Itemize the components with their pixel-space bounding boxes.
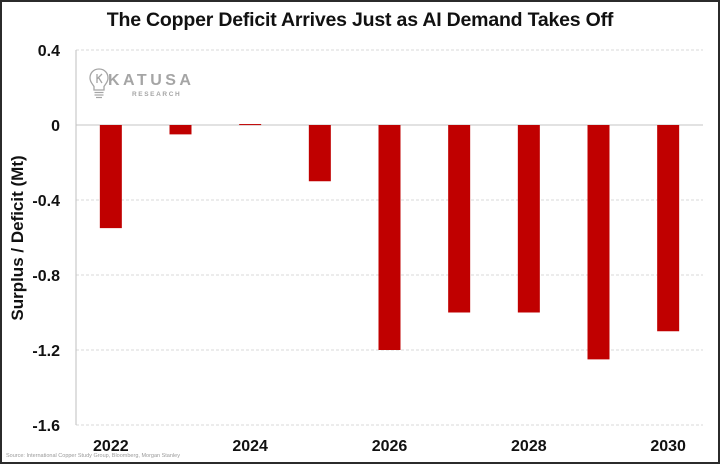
- x-tick-label: 2028: [511, 438, 547, 455]
- x-tick-label: 2026: [372, 438, 408, 455]
- x-tick-label: 2022: [93, 438, 129, 455]
- y-tick-label: -1.2: [32, 343, 60, 360]
- bar-2028: [517, 125, 540, 313]
- bar-2026: [378, 125, 401, 350]
- bar-2022: [99, 125, 122, 229]
- y-tick-label: -0.8: [32, 268, 60, 285]
- y-tick-label: 0.4: [38, 43, 60, 60]
- x-tick-label: 2030: [650, 438, 686, 455]
- bar-2030: [657, 125, 680, 332]
- logo-name: KATUSA: [108, 72, 195, 89]
- y-axis-ticks: 0.4 0 -0.4 -0.8 -1.2 -1.6: [32, 43, 60, 435]
- bar-2023: [169, 125, 192, 135]
- x-axis-ticks: 2022 2024 2026 2028 2030: [93, 438, 686, 455]
- bars: [99, 124, 680, 360]
- y-tick-label: -0.4: [32, 193, 60, 210]
- chart-title: The Copper Deficit Arrives Just as AI De…: [106, 9, 614, 31]
- bar-2027: [448, 125, 471, 313]
- bar-2025: [308, 125, 331, 182]
- katusa-logo: KATUSA RESEARCH: [88, 67, 191, 103]
- lightbulb-k-icon: [89, 68, 109, 99]
- y-tick-label: -1.6: [32, 418, 60, 435]
- bar-2024: [239, 124, 262, 126]
- x-tick-label: 2024: [232, 438, 268, 455]
- logo-subtitle: RESEARCH: [132, 91, 182, 98]
- source-note: Source: International Copper Study Group…: [6, 453, 180, 459]
- bar-2029: [587, 125, 610, 360]
- y-axis-label: Surplus / Deficit (Mt): [8, 155, 27, 320]
- y-tick-label: 0: [51, 118, 60, 135]
